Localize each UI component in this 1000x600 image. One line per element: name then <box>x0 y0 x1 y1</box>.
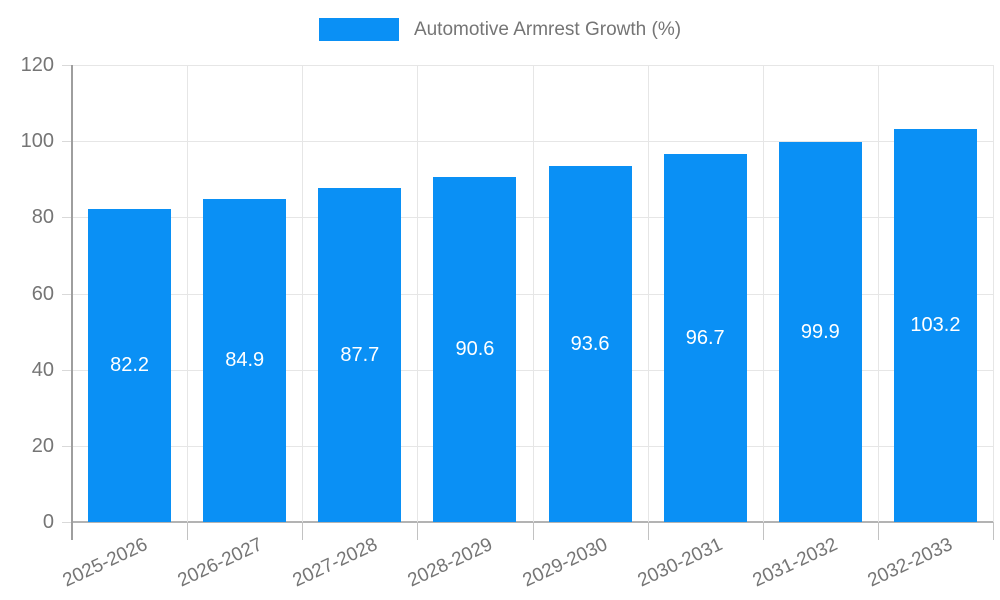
bar-value-label: 87.7 <box>340 344 380 366</box>
x-axis-tick <box>302 522 304 540</box>
bar-value-label: 96.7 <box>685 326 725 349</box>
y-axis-label: 20 <box>31 434 54 457</box>
gridline-vertical <box>993 65 994 522</box>
x-axis-tick <box>762 522 764 540</box>
bar <box>778 141 862 522</box>
y-axis-tick <box>62 369 72 371</box>
bar-value-label: 103.2 <box>910 314 961 337</box>
y-axis-tick <box>62 217 72 219</box>
x-axis-tick <box>417 522 419 540</box>
x-axis-tick <box>532 522 534 540</box>
y-axis-label: 120 <box>20 54 54 76</box>
bar <box>663 153 747 522</box>
gridline-vertical <box>532 65 534 522</box>
gridline-vertical <box>762 65 764 522</box>
gridline-vertical <box>877 65 879 522</box>
gridline-vertical <box>187 65 189 522</box>
y-axis-tick <box>62 141 72 143</box>
gridline-vertical <box>647 65 649 522</box>
bar <box>318 188 402 522</box>
x-axis-tick <box>877 522 879 540</box>
y-axis-tick <box>62 65 72 66</box>
y-axis-line <box>71 65 73 540</box>
bar <box>88 208 172 522</box>
x-axis-tick <box>993 522 994 540</box>
gridline-vertical <box>417 65 419 522</box>
bar <box>203 198 287 522</box>
x-axis-label: 2025-2026 <box>59 534 151 592</box>
bar <box>433 176 517 522</box>
y-axis-label: 0 <box>42 511 54 533</box>
y-axis-label: 40 <box>31 358 54 381</box>
y-axis-label: 100 <box>20 130 54 153</box>
bar-value-label: 82.2 <box>110 354 150 377</box>
bar-value-label: 90.6 <box>455 338 495 361</box>
bar-value-label: 99.9 <box>800 320 840 343</box>
y-axis-label: 60 <box>31 282 54 305</box>
legend-swatch <box>318 18 399 41</box>
chart-legend: Automotive Armrest Growth (%) <box>0 18 1000 41</box>
bar-value-label: 84.9 <box>225 349 265 372</box>
gridline-vertical <box>302 65 304 522</box>
bar <box>548 165 632 522</box>
y-axis-tick <box>62 445 72 447</box>
x-axis-tick <box>647 522 649 540</box>
y-axis-tick <box>62 522 72 523</box>
bar <box>893 128 977 522</box>
y-axis-tick <box>62 293 72 295</box>
y-axis-label: 80 <box>31 206 54 229</box>
bar-value-label: 93.6 <box>570 332 610 355</box>
x-axis-tick <box>187 522 189 540</box>
legend-label: Automotive Armrest Growth (%) <box>413 18 682 40</box>
